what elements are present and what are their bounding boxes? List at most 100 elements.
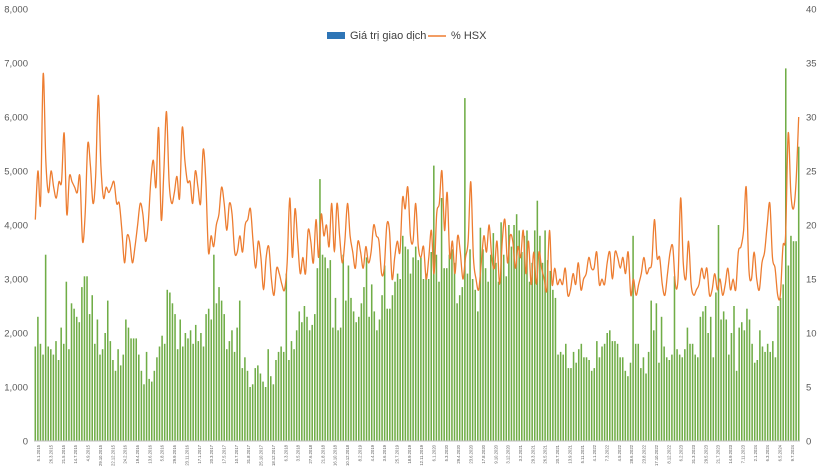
bar bbox=[409, 273, 412, 441]
bar bbox=[386, 308, 389, 441]
x-tick-label: 26.3.2015 bbox=[49, 444, 54, 463]
x-tick-label: 18.9.2019 bbox=[407, 444, 412, 463]
bar bbox=[585, 357, 588, 441]
bar bbox=[779, 297, 782, 441]
bar bbox=[223, 314, 225, 441]
right-tick-label: 30 bbox=[806, 113, 817, 124]
bar bbox=[414, 246, 417, 441]
x-tick-label: 21.8.2018 bbox=[320, 444, 325, 463]
bar bbox=[425, 273, 427, 441]
bar bbox=[241, 368, 244, 441]
bar bbox=[777, 306, 779, 441]
bar bbox=[720, 319, 722, 441]
bar bbox=[495, 262, 497, 441]
x-tick-label: 13.6.2016 bbox=[147, 444, 152, 463]
bar bbox=[125, 319, 127, 441]
bar bbox=[370, 284, 373, 441]
bar bbox=[200, 333, 202, 441]
bar bbox=[365, 257, 368, 441]
bar bbox=[792, 241, 795, 441]
bar bbox=[373, 311, 376, 441]
bar bbox=[94, 343, 96, 441]
bar bbox=[746, 308, 748, 441]
bar bbox=[148, 378, 150, 441]
bar bbox=[78, 322, 81, 441]
bar bbox=[254, 368, 257, 441]
legend-swatch-bar bbox=[327, 32, 345, 39]
bar bbox=[508, 225, 510, 441]
bar bbox=[515, 214, 518, 441]
x-tick-label: 27.6.2018 bbox=[308, 444, 313, 463]
bar bbox=[420, 257, 422, 441]
bar bbox=[324, 257, 326, 441]
bar bbox=[117, 349, 119, 441]
bar bbox=[787, 265, 790, 441]
bar bbox=[267, 349, 269, 441]
bar bbox=[653, 330, 655, 441]
x-tick-label: 7.3.2022 bbox=[605, 444, 610, 461]
x-tick-label: 4.4.2019 bbox=[370, 444, 375, 461]
bar bbox=[404, 246, 407, 441]
bar bbox=[497, 281, 500, 441]
left-tick-label: 6,000 bbox=[4, 113, 28, 124]
x-tick-label: 6.1.2020 bbox=[432, 444, 437, 461]
bar bbox=[39, 343, 42, 441]
bar bbox=[681, 357, 684, 441]
bar bbox=[326, 268, 329, 441]
bar bbox=[471, 279, 474, 441]
bar bbox=[500, 222, 502, 441]
bar bbox=[627, 376, 629, 441]
bar bbox=[453, 262, 456, 441]
bar bbox=[34, 346, 37, 441]
bar bbox=[238, 300, 241, 441]
bar bbox=[329, 260, 332, 441]
right-tick-label: 40 bbox=[806, 5, 817, 16]
bar bbox=[552, 289, 554, 441]
bar bbox=[350, 297, 352, 441]
line-series-hsx bbox=[34, 73, 800, 301]
bar bbox=[640, 368, 642, 441]
bar bbox=[381, 295, 383, 441]
x-tick-label: 17.5.2017 bbox=[222, 444, 227, 463]
bar bbox=[598, 357, 601, 441]
bar bbox=[647, 351, 650, 441]
bar bbox=[75, 316, 78, 441]
x-tick-label: 20.3.2017 bbox=[209, 444, 214, 463]
bar bbox=[412, 257, 414, 441]
bar bbox=[73, 308, 75, 441]
x-tick-label: 14.9.2023 bbox=[728, 444, 733, 463]
bar bbox=[684, 349, 686, 441]
bar bbox=[259, 373, 262, 441]
x-tick-label: 13.9.2021 bbox=[567, 444, 572, 463]
x-tick-label: 25.7.2019 bbox=[394, 444, 399, 463]
bar bbox=[282, 351, 285, 441]
x-tick-label: 31.3.2023 bbox=[691, 444, 696, 463]
x-axis-tick-labels: 5.1.2015 26.3.2015 21.5.2015 14.7.2015 4.9.2… bbox=[36, 444, 795, 466]
bar bbox=[319, 179, 321, 441]
bar bbox=[130, 338, 132, 441]
bar bbox=[502, 254, 505, 441]
bar bbox=[487, 281, 489, 441]
bar bbox=[650, 300, 652, 441]
bar bbox=[275, 360, 277, 441]
bar bbox=[632, 235, 634, 441]
x-tick-label: 29.4.2020 bbox=[456, 444, 461, 463]
bar bbox=[171, 303, 174, 441]
bar bbox=[228, 341, 231, 441]
bar bbox=[332, 327, 334, 441]
bar bbox=[337, 330, 339, 441]
bar bbox=[456, 303, 458, 441]
bar bbox=[458, 295, 461, 441]
bar bbox=[655, 303, 658, 441]
bar bbox=[433, 165, 435, 441]
bar bbox=[712, 357, 715, 441]
bar bbox=[231, 330, 233, 441]
right-tick-label: 25 bbox=[806, 167, 817, 178]
bar bbox=[440, 198, 443, 441]
bar bbox=[536, 200, 539, 441]
right-axis-ticks: 0 5 10 15 20 25 30 35 40 bbox=[806, 5, 817, 448]
bar bbox=[355, 322, 357, 441]
bar bbox=[334, 297, 337, 441]
bar bbox=[156, 357, 158, 441]
